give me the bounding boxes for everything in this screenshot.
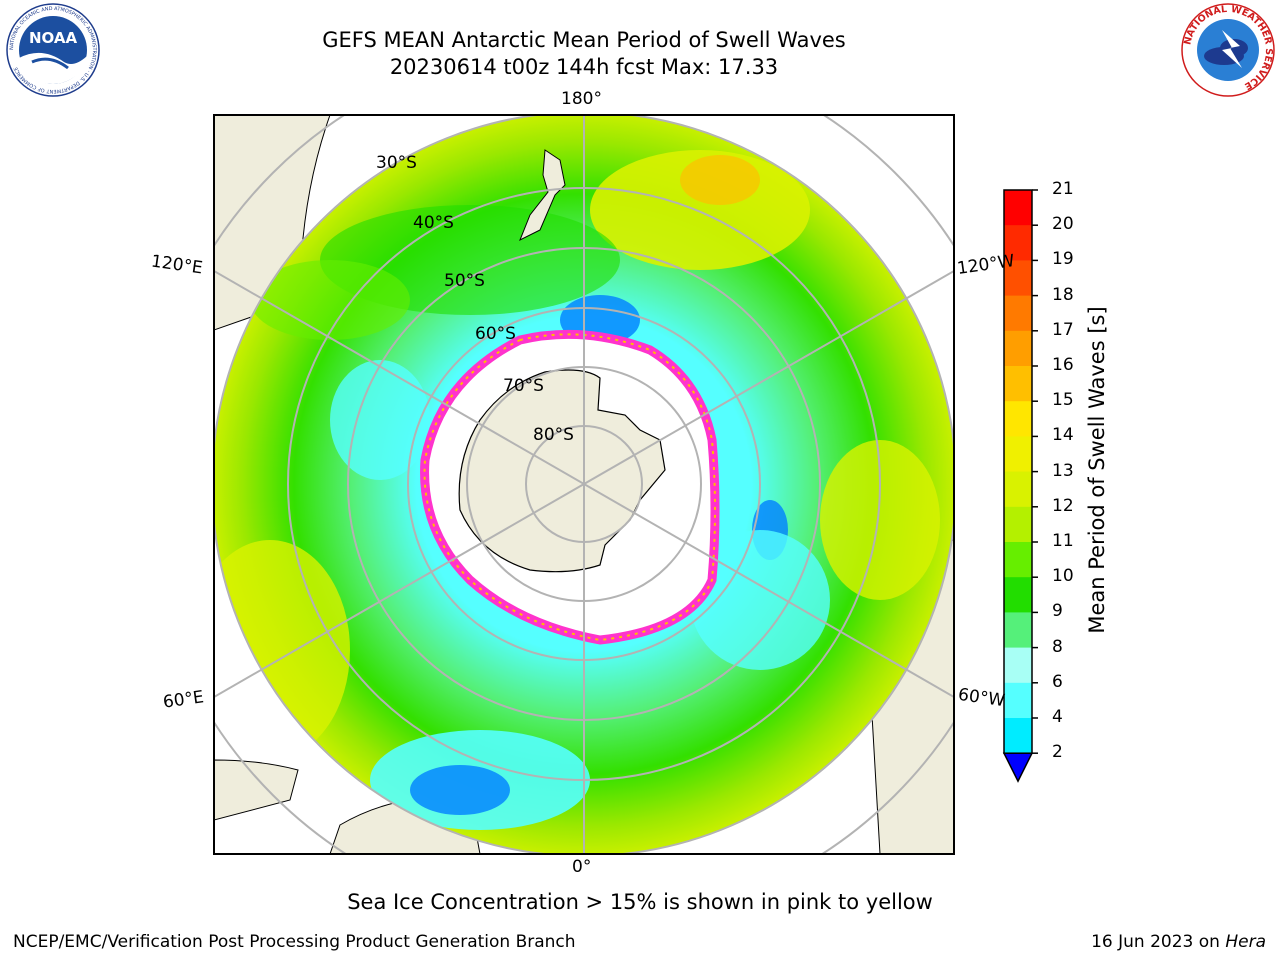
colorbar-segment xyxy=(1004,542,1032,578)
colorbar-segment xyxy=(1004,260,1032,297)
new-zealand-land xyxy=(519,149,566,242)
noaa-logo: NOAA NATIONAL OCEANIC AND ATMOSPHERIC AD… xyxy=(6,3,100,97)
colorbar-segment xyxy=(1004,190,1032,226)
lat-label-50s: 50°S xyxy=(444,271,485,291)
colorbar-tick-label: 16 xyxy=(1052,355,1074,375)
footer-host: Hera xyxy=(1225,932,1266,952)
colorbar-segment xyxy=(1004,436,1032,473)
lon-label-180: 180° xyxy=(561,89,602,109)
colorbar-tick-label: 6 xyxy=(1052,671,1063,692)
footer-credit: NCEP/EMC/Verification Post Processing Pr… xyxy=(13,932,576,952)
lat-label-70s: 70°S xyxy=(503,376,544,396)
colorbar-tick-label: 21 xyxy=(1052,179,1074,199)
chart-subtitle: 20230614 t00z 144h fcst Max: 17.33 xyxy=(389,55,779,79)
colorbar-tick-label: 8 xyxy=(1052,636,1063,657)
noaa-logo-text: NOAA xyxy=(29,29,78,47)
map-frame xyxy=(213,114,955,855)
colorbar-segment xyxy=(1004,506,1032,543)
africa-land-west xyxy=(214,759,299,821)
colorbar xyxy=(1002,189,1038,783)
lat-label-60s: 60°S xyxy=(475,324,516,344)
caption: Sea Ice Concentration > 15% is shown in … xyxy=(347,890,933,914)
footer-date: 16 Jun 2023 on Hera xyxy=(1091,932,1266,952)
colorbar-extend-arrow xyxy=(1002,752,1034,783)
lat-label-30s: 30°S xyxy=(376,153,417,173)
colorbar-segment xyxy=(1004,471,1032,508)
colorbar-tick-label: 20 xyxy=(1052,214,1074,235)
colorbar-segment xyxy=(1004,577,1032,613)
colorbar-segment xyxy=(1004,612,1032,649)
colorbar-tick-label: 19 xyxy=(1052,249,1074,270)
colorbar-title: Mean Period of Swell Waves [s] xyxy=(1085,306,1109,634)
colorbar-tick-label: 14 xyxy=(1052,425,1074,446)
colorbar-segment xyxy=(1004,682,1032,719)
lat-label-80s: 80°S xyxy=(533,425,574,445)
colorbar-tick-label: 9 xyxy=(1052,601,1063,622)
chart-title: GEFS MEAN Antarctic Mean Period of Swell… xyxy=(322,28,846,52)
colorbar-tick-label: 2 xyxy=(1052,742,1063,763)
colorbar-segment xyxy=(1004,295,1032,332)
footer-date-text: 16 Jun 2023 on xyxy=(1091,932,1226,952)
colorbar-tick-label: 12 xyxy=(1052,495,1074,516)
lon-label-0: 0° xyxy=(572,857,592,877)
colorbar-tick-label: 18 xyxy=(1052,284,1074,305)
colorbar-tick-label: 15 xyxy=(1052,390,1074,411)
colorbar-segment xyxy=(1004,330,1032,367)
colorbar-tick-label: 10 xyxy=(1052,566,1074,587)
colorbar-tick-label: 11 xyxy=(1052,531,1074,551)
colorbar-segment xyxy=(1004,366,1032,402)
nws-logo: NATIONAL WEATHER SERVICE xyxy=(1181,3,1275,97)
lat-label-40s: 40°S xyxy=(413,213,454,233)
colorbar-segment xyxy=(1004,225,1032,261)
colorbar-tick-label: 13 xyxy=(1052,460,1074,481)
graticule xyxy=(214,115,954,854)
colorbar-segment xyxy=(1004,647,1032,684)
colorbar-segment xyxy=(1004,401,1032,437)
colorbar-tick-label: 17 xyxy=(1052,319,1074,340)
colorbar-tick-label: 4 xyxy=(1052,707,1063,727)
colorbar-segment xyxy=(1004,718,1032,754)
